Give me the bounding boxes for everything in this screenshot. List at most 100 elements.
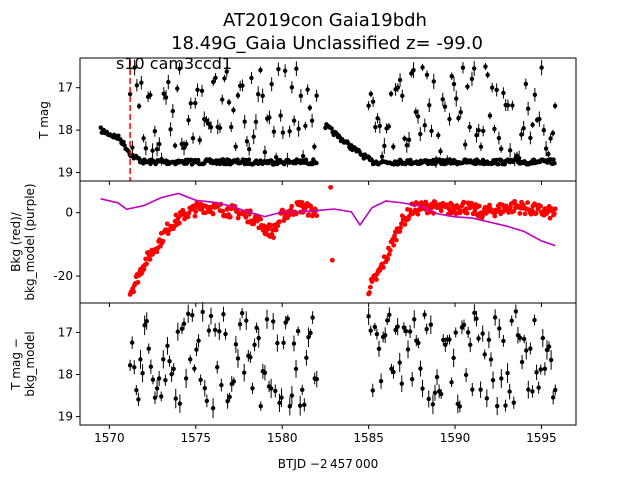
lc-point: [291, 118, 297, 123]
bkg-point: [438, 208, 444, 214]
bkg-point: [273, 227, 279, 233]
bottom-ytick-label: 19: [58, 410, 73, 424]
corr-point: [524, 348, 529, 353]
corr-point: [503, 403, 508, 408]
lc-point: [373, 124, 378, 130]
corr-point: [441, 337, 446, 343]
bkg-point: [551, 211, 557, 217]
lc-point: [379, 154, 385, 159]
corr-point: [468, 342, 473, 348]
middle-frame: [79, 180, 577, 304]
lc-point: [260, 93, 265, 99]
lc-point: [442, 104, 448, 109]
lc-point: [431, 79, 436, 84]
svg-text:Bkg (red)/: Bkg (red)/: [9, 211, 23, 272]
corr-point: [285, 316, 290, 322]
lc-point: [303, 123, 308, 129]
lc-point: [190, 135, 196, 141]
corr-point: [366, 314, 371, 319]
lc-point: [368, 91, 374, 97]
lc-point: [273, 155, 279, 160]
lc-point: [139, 80, 144, 85]
bottom-xtick-label: 1580: [267, 431, 298, 445]
lc-point: [242, 119, 247, 124]
corr-point: [449, 380, 454, 385]
lc-point: [262, 150, 268, 155]
bkg-point: [402, 222, 408, 227]
lc-point: [546, 151, 551, 157]
lc-point: [391, 144, 396, 149]
corr-point: [407, 329, 413, 334]
lc-point: [507, 148, 513, 153]
corr-point: [185, 311, 191, 316]
lc-point: [269, 81, 274, 87]
bottom-xtick-label: 1595: [526, 431, 557, 445]
corr-point: [532, 317, 537, 323]
lc-point: [438, 149, 443, 154]
lc-point: [116, 133, 121, 138]
bkg-point: [131, 289, 136, 295]
lc-point: [150, 148, 155, 153]
bkg-point: [397, 229, 403, 234]
corr-point: [146, 346, 151, 351]
lc-point: [307, 105, 313, 110]
corr-point: [370, 388, 375, 393]
lc-point: [346, 140, 351, 146]
corr-point: [289, 393, 295, 398]
corr-point: [136, 397, 141, 402]
corr-point: [482, 352, 487, 357]
bkg-point: [472, 207, 478, 213]
corr-point: [434, 374, 440, 380]
bkg-point: [367, 290, 372, 295]
corr-point: [219, 382, 224, 388]
lc-point: [298, 93, 304, 99]
corr-point: [297, 403, 303, 408]
lc-point: [121, 139, 126, 145]
lc-point: [422, 123, 427, 128]
corr-point: [295, 328, 301, 334]
corr-point: [501, 338, 506, 344]
corr-point: [275, 340, 280, 346]
lc-point: [550, 130, 556, 136]
lc-point: [501, 90, 506, 96]
lc-point: [235, 93, 241, 98]
corr-point: [244, 318, 249, 323]
corr-point: [397, 360, 402, 365]
lc-point: [314, 93, 319, 98]
corr-point: [432, 390, 438, 395]
lc-point: [229, 124, 234, 130]
lc-point: [196, 157, 201, 163]
lc-point: [258, 67, 263, 73]
corr-point: [225, 398, 230, 404]
corr-point: [387, 312, 392, 317]
lc-point: [366, 103, 371, 108]
corr-point: [206, 328, 212, 333]
lc-point: [480, 128, 486, 134]
lc-point: [408, 157, 413, 163]
lc-point: [445, 158, 450, 163]
bkg-point: [141, 266, 147, 272]
svg-text:T mag −: T mag −: [9, 338, 23, 391]
corr-point: [426, 396, 431, 402]
corr-point: [548, 357, 554, 363]
corr-point: [268, 386, 274, 391]
lc-point: [505, 103, 511, 108]
lc-point: [476, 128, 481, 133]
middle-ytick-label: 0: [65, 206, 73, 220]
corr-point: [395, 324, 400, 329]
lc-point: [485, 72, 490, 78]
lc-point: [539, 65, 544, 70]
bkg-point: [328, 184, 333, 190]
corr-point: [472, 310, 477, 316]
lc-point: [122, 143, 127, 148]
corr-point: [530, 389, 535, 394]
lc-point: [305, 87, 310, 92]
bottom-ytick-label: 18: [58, 368, 73, 382]
corr-point: [511, 400, 516, 405]
corr-point: [488, 357, 494, 362]
bkg-point: [160, 238, 166, 244]
x-axis-label: BTJD −2 457 000: [278, 457, 378, 471]
lc-point: [255, 92, 261, 97]
lc-point: [233, 144, 238, 149]
lc-point: [516, 155, 522, 161]
